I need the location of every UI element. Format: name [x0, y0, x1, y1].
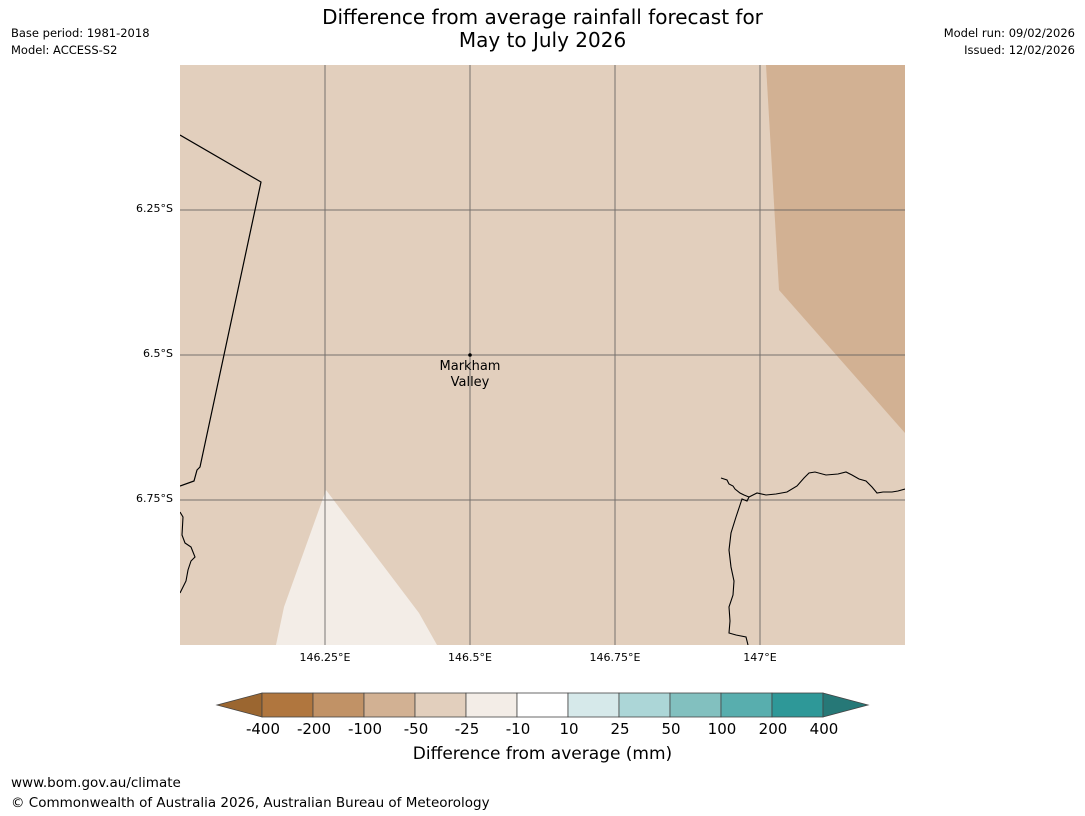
meta-right: Model run: 09/02/2026 Issued: 12/02/2026: [944, 25, 1075, 59]
colorbar-tick-7: 10: [559, 720, 579, 738]
colorbar-swatch-9: [669, 692, 722, 718]
issued-date: Issued: 12/02/2026: [964, 43, 1075, 57]
region-drier-northeast: [766, 65, 905, 433]
colorbar-swatch-6: [516, 692, 569, 718]
colorbar-swatches: [215, 692, 870, 718]
colorbar-swatch-4: [414, 692, 467, 718]
colorbar-tick-8: 25: [610, 720, 630, 738]
place-label-markham-valley: Markham Valley: [410, 359, 530, 391]
colorbar-swatch-3: [363, 692, 416, 718]
chart-title: Difference from average rainfall forecas…: [0, 6, 1085, 52]
colorbar: [215, 692, 870, 718]
colorbar-tick-3: -100: [347, 720, 383, 738]
colorbar-swatch-11: [771, 692, 824, 718]
colorbar-tick-10: 100: [707, 720, 737, 738]
model-run: Model run: 09/02/2026: [943, 26, 1075, 40]
place-label-line-2: Valley: [450, 375, 490, 390]
coastline-huon-river: [720, 477, 750, 645]
colorbar-swatch-5: [465, 692, 518, 718]
colorbar-extend-high: [822, 692, 870, 718]
boundary-line-west: [180, 134, 262, 487]
colorbar-tick-9: 50: [661, 720, 681, 738]
colorbar-swatch-7: [567, 692, 620, 718]
colorbar-tick-5: -25: [454, 720, 480, 738]
lon-label-146-25: 146.25°E: [299, 651, 351, 664]
colorbar-swatch-2: [312, 692, 365, 718]
lon-label-146-5: 146.5°E: [448, 651, 492, 664]
region-near-average-southwest: [276, 490, 437, 645]
forecast-map: [180, 65, 905, 645]
colorbar-tick-2: -200: [296, 720, 332, 738]
colorbar-tick-1: -400: [245, 720, 281, 738]
colorbar-label: Difference from average (mm): [412, 744, 673, 764]
place-marker-markham-valley: [468, 353, 472, 357]
colorbar-tick-4: -50: [403, 720, 429, 738]
colorbar-swatch-10: [720, 692, 773, 718]
colorbar-tick-12: 400: [809, 720, 839, 738]
title-line-2: May to July 2026: [458, 28, 627, 52]
colorbar-extend-low: [215, 692, 263, 718]
coastline-huon-gulf: [748, 471, 905, 498]
lon-label-147: 147°E: [743, 651, 777, 664]
colorbar-tick-11: 200: [758, 720, 788, 738]
footer-copyright: © Commonwealth of Australia 2026, Austra…: [11, 795, 490, 811]
meta-left: Base period: 1981-2018 Model: ACCESS-S2: [11, 25, 150, 59]
footer-url: www.bom.gov.au/climate: [11, 775, 181, 791]
graticule: [180, 65, 905, 645]
colorbar-tick-6: -10: [505, 720, 531, 738]
place-label-line-1: Markham: [439, 359, 501, 374]
title-line-1: Difference from average rainfall forecas…: [322, 5, 763, 29]
colorbar-swatch-8: [618, 692, 671, 718]
colorbar-swatch-1: [261, 692, 314, 718]
lat-label-6-5: 6.5°S: [143, 347, 173, 360]
base-period: Base period: 1981-2018: [11, 26, 150, 40]
lat-label-6-25: 6.25°S: [136, 202, 173, 215]
lat-label-6-75: 6.75°S: [136, 492, 173, 505]
lon-label-146-75: 146.75°E: [589, 651, 641, 664]
model-name: Model: ACCESS-S2: [11, 43, 118, 57]
coastline-southwest: [180, 511, 196, 594]
